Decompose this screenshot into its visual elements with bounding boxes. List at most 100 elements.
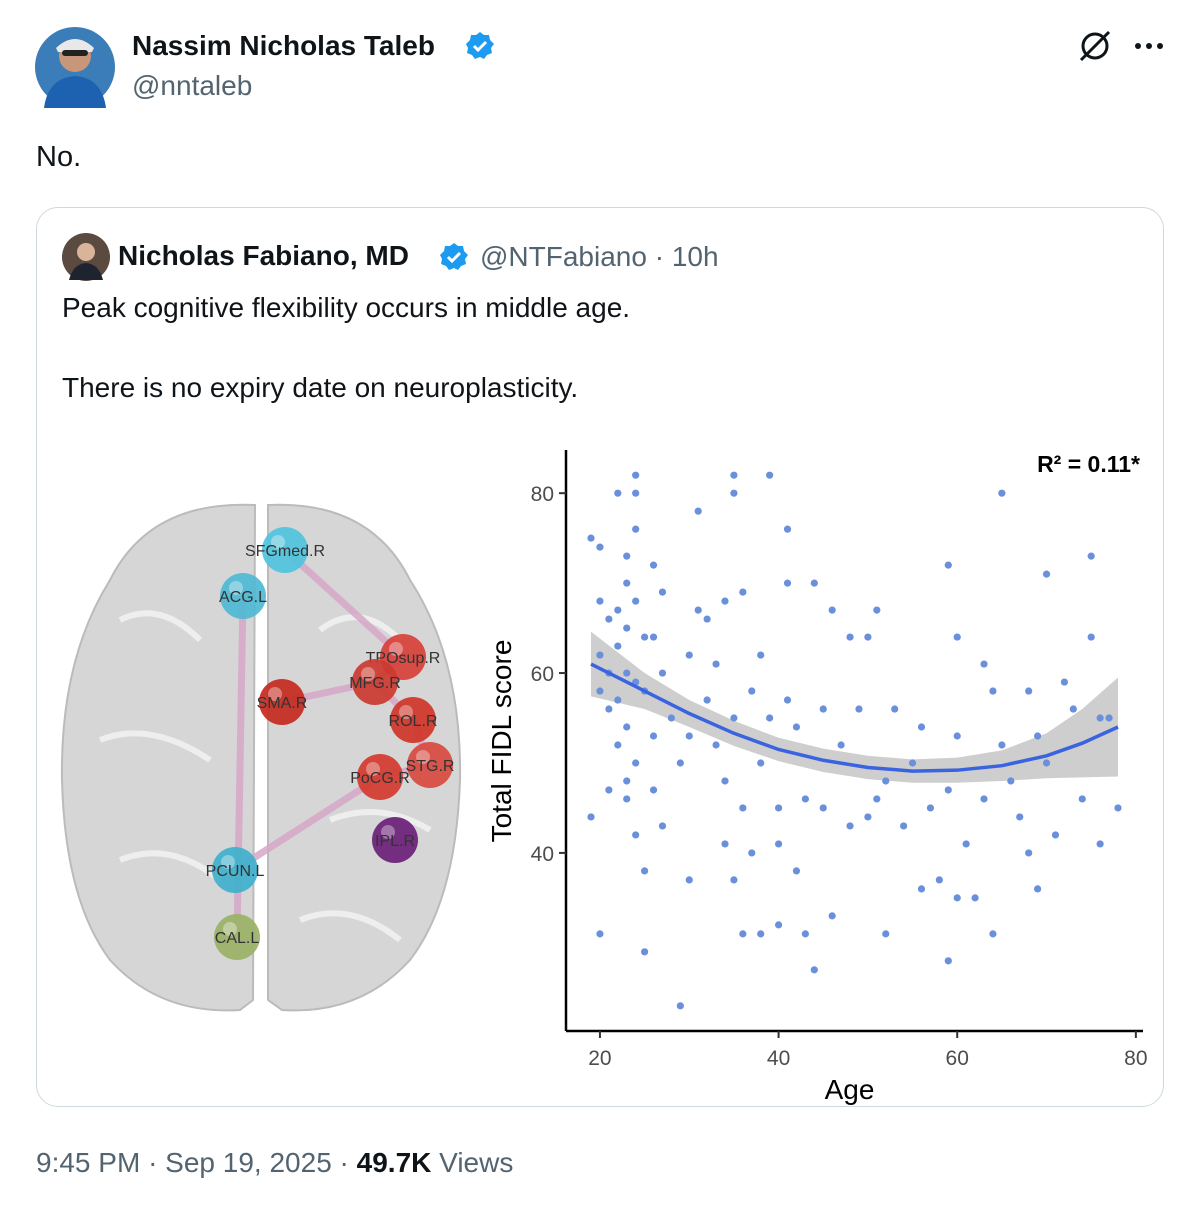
- data-point: [917, 885, 926, 893]
- author-avatar[interactable]: [34, 26, 116, 108]
- brain-node: [212, 847, 258, 893]
- data-point: [703, 696, 711, 704]
- quote-meta: @NTFabiano · 10h: [480, 241, 719, 273]
- data-point: [926, 804, 935, 812]
- data-point: [1025, 687, 1033, 695]
- data-point: [712, 741, 720, 749]
- data-point: [900, 822, 908, 830]
- author-handle[interactable]: @nntaleb: [132, 70, 253, 101]
- node-highlight: [223, 922, 237, 936]
- data-point: [944, 786, 952, 794]
- data-point: [748, 687, 756, 695]
- data-point: [641, 867, 649, 875]
- author-name[interactable]: Nassim Nicholas Taleb: [132, 30, 435, 61]
- data-point: [971, 894, 979, 902]
- node-label: ACG.L: [219, 589, 267, 606]
- quote-author-handle[interactable]: @NTFabiano: [480, 241, 647, 272]
- node-label: STG.R: [406, 758, 455, 775]
- quote-author-name[interactable]: Nicholas Fabiano, MD: [118, 240, 409, 271]
- data-point: [882, 777, 890, 785]
- separator: ·: [654, 241, 665, 272]
- data-point: [908, 759, 917, 767]
- x-axis-label: Age: [825, 1074, 875, 1105]
- data-point: [748, 849, 756, 857]
- data-point: [596, 651, 604, 659]
- node-label: CAL.L: [215, 930, 260, 947]
- data-point: [1114, 804, 1122, 812]
- data-point: [1034, 732, 1042, 740]
- data-point: [944, 561, 952, 569]
- node-label: PCUN.L: [206, 863, 265, 880]
- date[interactable]: Sep 19, 2025: [165, 1147, 332, 1178]
- data-point: [623, 624, 631, 632]
- data-point: [1025, 849, 1033, 857]
- node-highlight: [381, 825, 395, 839]
- data-point: [676, 1002, 684, 1010]
- data-point: [1078, 795, 1086, 803]
- data-point: [998, 489, 1006, 497]
- node-label: PoCG.R: [350, 770, 410, 787]
- x-tick-label: 20: [588, 1047, 611, 1070]
- data-point: [935, 876, 943, 884]
- header-icons[interactable]: [1076, 28, 1166, 64]
- data-point: [658, 669, 667, 677]
- data-point: [632, 759, 640, 767]
- data-point: [801, 930, 809, 938]
- node-label: SMA.R: [257, 695, 308, 712]
- data-point: [864, 813, 872, 821]
- data-point: [1096, 714, 1104, 722]
- node-highlight: [416, 750, 430, 764]
- node-highlight: [389, 642, 403, 656]
- data-point: [801, 795, 809, 803]
- data-point: [882, 930, 890, 938]
- data-point: [1042, 759, 1051, 767]
- data-point: [587, 813, 595, 821]
- data-point: [658, 588, 667, 596]
- data-point: [739, 930, 747, 938]
- data-point: [819, 705, 827, 713]
- views-label: Views: [439, 1147, 514, 1178]
- data-point: [685, 651, 693, 659]
- timestamp: 9:45 PM · Sep 19, 2025 · 49.7K Views: [36, 1147, 513, 1179]
- data-point: [1034, 885, 1042, 893]
- x-tick-label: 40: [767, 1047, 790, 1070]
- brain-node: [407, 742, 453, 788]
- quoted-tweet[interactable]: Nicholas Fabiano, MD @NTFabiano · 10h Pe…: [36, 207, 1164, 1107]
- data-point: [739, 804, 747, 812]
- verified-badge: [440, 243, 468, 270]
- data-point: [989, 930, 997, 938]
- brain-node: [352, 659, 398, 705]
- confidence-band: [591, 631, 1118, 783]
- data-point: [632, 597, 640, 605]
- quote-text: Peak cognitive flexibility occurs in mid…: [62, 292, 631, 323]
- tweet-text: No.: [36, 141, 82, 173]
- data-point: [783, 696, 792, 704]
- time[interactable]: 9:45 PM: [36, 1147, 141, 1178]
- separator: ·: [148, 1147, 158, 1178]
- data-point: [810, 966, 818, 974]
- node-highlight: [366, 762, 380, 776]
- data-point: [828, 912, 836, 920]
- data-point: [658, 822, 667, 830]
- data-point: [623, 777, 631, 785]
- data-point: [614, 642, 622, 650]
- node-highlight: [268, 687, 282, 701]
- data-point: [587, 534, 595, 542]
- data-point: [828, 606, 836, 614]
- data-point: [739, 588, 747, 596]
- data-point: [676, 759, 684, 767]
- data-point: [846, 822, 854, 830]
- data-point: [632, 471, 640, 479]
- data-point: [864, 633, 872, 641]
- quote-avatar[interactable]: [61, 232, 111, 282]
- data-point: [1051, 831, 1060, 839]
- data-point: [1016, 813, 1024, 821]
- node-label: IPL.R: [375, 833, 415, 850]
- brain-node: [262, 527, 308, 573]
- data-point: [721, 840, 729, 848]
- data-point: [623, 795, 631, 803]
- data-point: [730, 876, 738, 884]
- data-point: [962, 840, 970, 848]
- data-point: [721, 597, 729, 605]
- data-point: [1105, 714, 1113, 722]
